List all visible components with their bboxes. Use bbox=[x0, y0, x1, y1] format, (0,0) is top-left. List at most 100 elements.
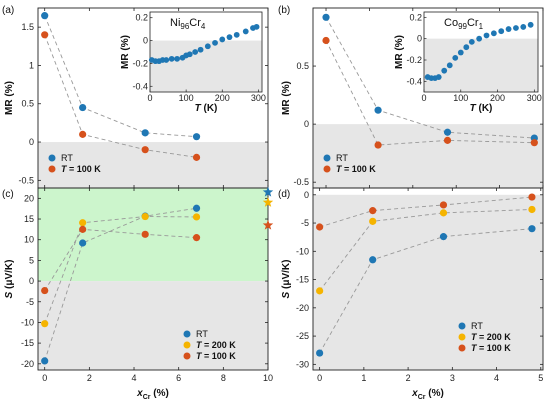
label-part: 99 bbox=[458, 22, 467, 31]
panel-a-legend-marker bbox=[48, 165, 56, 173]
inset-point bbox=[219, 36, 226, 43]
inset-point bbox=[483, 32, 490, 39]
panel-c-series-2-point bbox=[141, 230, 149, 238]
panel-d-legend-marker bbox=[458, 344, 466, 352]
inset-negative-shade bbox=[150, 40, 262, 92]
panel-d-series-0-point bbox=[369, 256, 377, 264]
inset-ytick-label: 0 bbox=[417, 34, 422, 44]
inset-xtick-label: 200 bbox=[215, 93, 230, 103]
panel-a-ytick-label: 1.5 bbox=[21, 22, 34, 32]
inset-xtick-label: 0 bbox=[147, 93, 152, 103]
inset-xtick-label: 200 bbox=[490, 93, 505, 103]
label-part: Ni bbox=[170, 17, 180, 29]
inset-point bbox=[242, 28, 249, 35]
label-part: 96 bbox=[180, 22, 189, 31]
inset-point bbox=[476, 35, 483, 42]
panel-d-series-1-point bbox=[528, 205, 536, 214]
negative-mr-region bbox=[38, 142, 268, 188]
inset-point bbox=[233, 31, 240, 38]
inset-point bbox=[457, 49, 464, 56]
inset-ytick-label: 0.2 bbox=[409, 12, 422, 22]
panel-c-ytick-label: -10 bbox=[21, 317, 34, 327]
label-part: (μV/K) bbox=[281, 260, 292, 292]
panel-a-legend-marker bbox=[48, 154, 56, 162]
panel-b-series-0-line bbox=[325, 17, 535, 139]
panel-a-series-1-line bbox=[44, 34, 197, 158]
panel-b-legend-label: T = 100 K bbox=[336, 164, 376, 174]
inset-point bbox=[441, 67, 448, 74]
inset-point bbox=[468, 38, 475, 45]
panel-d-legend-label: RT bbox=[471, 321, 483, 331]
label-part: S bbox=[4, 291, 15, 298]
panel-d-ytick-label: -25 bbox=[296, 331, 309, 341]
panel-a-series-0-point bbox=[41, 12, 49, 20]
inset-point bbox=[163, 57, 170, 63]
panel-d-xtick-label: 5 bbox=[538, 373, 543, 383]
panel-c-ytick-label: 5 bbox=[29, 255, 34, 265]
label-part: x bbox=[136, 388, 143, 399]
panel-d-xtick-label: 3 bbox=[450, 373, 455, 383]
panel-b-series-0-point bbox=[322, 13, 330, 21]
panel-c-ytick-label: 0 bbox=[29, 276, 34, 286]
inset-point bbox=[212, 39, 218, 46]
panel-d-xtick-label: 1 bbox=[361, 373, 366, 383]
inset-point bbox=[513, 25, 519, 31]
label-part: T bbox=[196, 351, 203, 361]
inset-xtick-label: 100 bbox=[453, 93, 468, 103]
label-part: RT bbox=[336, 153, 348, 163]
inset-ytick-label: -0.4 bbox=[132, 81, 148, 91]
background-layer bbox=[38, 124, 543, 370]
panel-d-series-0-line bbox=[319, 228, 532, 354]
panel-d-ytick-label: -20 bbox=[296, 303, 309, 313]
negative-mr-region bbox=[313, 124, 543, 188]
inset-xtick-label: 300 bbox=[251, 93, 266, 103]
inset-point bbox=[463, 44, 470, 51]
panel-a-legend-label: RT bbox=[61, 153, 73, 163]
panel-a-series-0-point bbox=[192, 133, 201, 141]
label-part: x bbox=[411, 388, 418, 399]
inset-xlabel: T (K) bbox=[195, 103, 218, 114]
panel-label-d: (d) bbox=[278, 189, 290, 200]
label-part: = 100 K bbox=[202, 351, 237, 361]
panel-d-series-1-point bbox=[439, 209, 448, 217]
panel-b-legend-marker bbox=[323, 165, 331, 173]
inset-point bbox=[226, 34, 233, 41]
panel-d-ytick-label: -10 bbox=[296, 246, 309, 256]
panel-d-frame bbox=[312, 187, 544, 371]
panel-c-ytick-label: 10 bbox=[24, 235, 34, 245]
panel-a-series-0-line bbox=[44, 15, 197, 138]
label-part: 4 bbox=[201, 22, 206, 31]
label-part: Cr bbox=[143, 394, 151, 401]
label-part: = 100 K bbox=[67, 164, 102, 174]
panel-label-c: (c) bbox=[2, 189, 14, 200]
panel-a-series-0-point bbox=[79, 103, 87, 112]
panel-d-xtick-label: 2 bbox=[406, 373, 411, 383]
inset-frame bbox=[423, 11, 539, 93]
inset-ylabel: MR (%) bbox=[394, 35, 405, 69]
inset-point bbox=[435, 74, 442, 80]
inset-xtick-label: 300 bbox=[527, 93, 542, 103]
label-part: T bbox=[61, 164, 68, 174]
panel-d-series-1-point bbox=[316, 287, 324, 295]
panel-c-legend-label: T = 100 K bbox=[196, 351, 236, 361]
inset-xtick-label: 100 bbox=[179, 93, 194, 103]
inset-point bbox=[490, 30, 497, 37]
panel-d-legend-marker bbox=[458, 322, 466, 330]
panel-d-series-2-line bbox=[319, 196, 532, 228]
panel-a-ytick-label: 1 bbox=[29, 60, 34, 70]
label-part: (%) bbox=[151, 388, 169, 399]
inset-ylabel: MR (%) bbox=[120, 35, 131, 69]
label-part: RT bbox=[471, 321, 483, 331]
label-part: RT bbox=[61, 153, 73, 163]
label-part: T bbox=[471, 332, 478, 342]
label-part: Co bbox=[444, 17, 458, 29]
panel-c-frame bbox=[37, 187, 269, 371]
panel-c-legend-marker bbox=[183, 352, 191, 360]
label-part: S bbox=[281, 291, 292, 298]
label-part: Cr bbox=[189, 17, 201, 29]
inset-point bbox=[505, 26, 512, 32]
label-part: T bbox=[336, 164, 343, 174]
label-part: = 100 K bbox=[342, 164, 377, 174]
panel-c-series-2-line bbox=[44, 228, 197, 291]
